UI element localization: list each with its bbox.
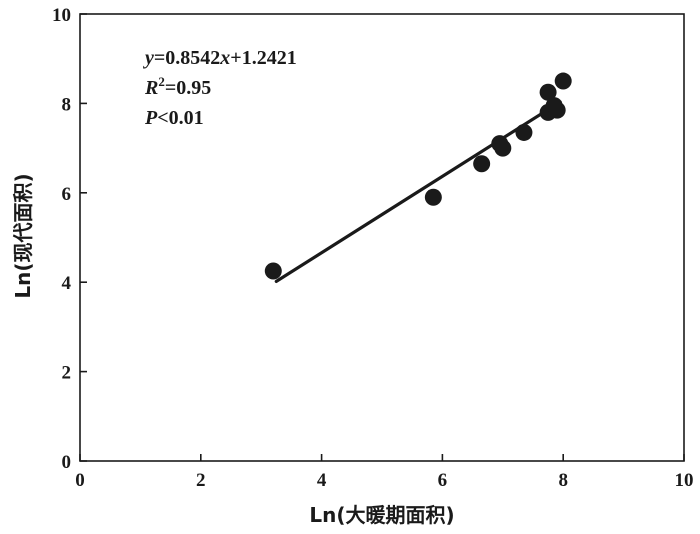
y-tick-label: 0 — [62, 452, 72, 473]
axis-ticks — [79, 13, 685, 462]
x-tick-label: 0 — [75, 470, 85, 491]
data-point — [264, 262, 282, 280]
data-point — [554, 72, 572, 90]
data-point — [424, 188, 442, 206]
data-point — [548, 101, 566, 119]
r-squared-var: R — [144, 77, 158, 99]
data-point — [539, 83, 557, 101]
y-tick-label: 4 — [62, 273, 72, 294]
p-value: P<0.01 — [144, 107, 204, 129]
data-points — [264, 72, 572, 280]
p-value-value: <0.01 — [157, 107, 203, 129]
r-squared-sup: 2 — [158, 74, 165, 89]
x-tick-label: 10 — [675, 470, 694, 491]
equation-var-y: y — [143, 47, 154, 69]
regression-line — [274, 100, 562, 283]
r-squared: R2=0.95 — [144, 74, 211, 99]
y-tick-label: 10 — [52, 5, 71, 26]
y-tick-label: 6 — [62, 184, 72, 205]
r-squared-value: =0.95 — [165, 77, 211, 99]
data-point — [515, 123, 533, 141]
fit-line-group — [274, 100, 562, 283]
x-tick-label: 4 — [317, 470, 327, 491]
x-tick-label: 8 — [558, 470, 568, 491]
y-axis-label: Ln(现代面积) — [11, 173, 35, 298]
data-point — [494, 139, 512, 157]
data-point — [473, 155, 491, 173]
p-value-var: P — [144, 107, 158, 129]
regression-equation: y=0.8542x+1.2421 — [143, 47, 297, 69]
x-tick-label: 2 — [196, 470, 206, 491]
plot-border — [79, 13, 685, 462]
equation-part-1: =0.8542 — [154, 47, 220, 69]
tick-labels: 0 2 4 6 8 10 0 2 4 6 8 10 — [52, 5, 694, 491]
plot-frame — [79, 13, 685, 462]
equation-var-x: x — [219, 47, 230, 69]
x-axis-label: Ln(大暖期面积) — [309, 503, 454, 527]
y-tick-label: 8 — [62, 94, 72, 115]
x-tick-label: 6 — [438, 470, 448, 491]
y-tick-label: 2 — [62, 363, 72, 384]
equation-part-2: +1.2421 — [230, 47, 296, 69]
